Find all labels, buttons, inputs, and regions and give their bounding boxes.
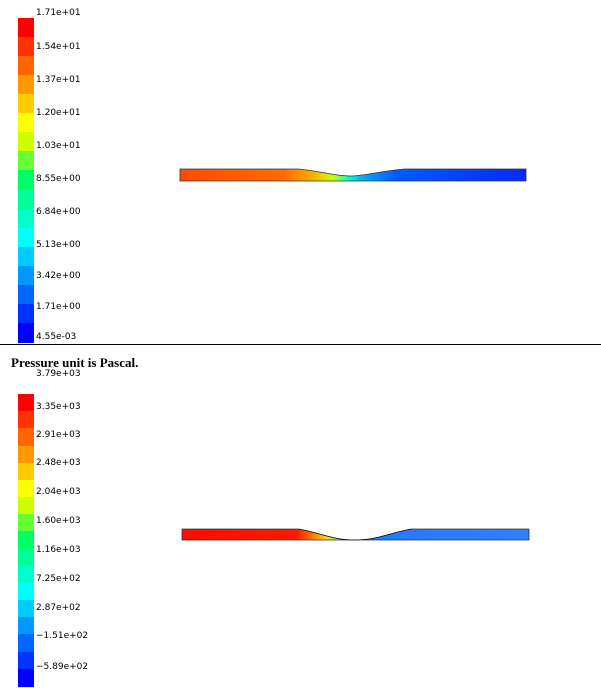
colorbar-swatch: [18, 565, 34, 584]
velocity-legend-label: 6.84e+00: [36, 207, 81, 217]
colorbar-swatch: [18, 170, 34, 191]
pressure-unit-caption: Pressure unit is Pascal.: [11, 355, 139, 370]
pressure-pipe-contour: [181, 528, 530, 541]
pressure-legend-label: 7.25e+02: [36, 574, 81, 584]
colorbar-swatch: [18, 479, 34, 498]
velocity-legend-label: 4.55e-03: [36, 332, 77, 342]
colorbar-swatch: [18, 514, 34, 533]
pressure-legend-label: 2.91e+03: [36, 430, 81, 440]
pressure-legend-label: 3.79e+03: [36, 369, 81, 379]
colorbar-swatch: [18, 94, 34, 115]
colorbar-swatch: [18, 668, 34, 687]
pressure-pipe-top-edge: [297, 528, 413, 541]
colorbar-swatch: [18, 246, 34, 267]
velocity-legend-label: 1.54e+01: [36, 42, 81, 52]
colorbar-swatch: [18, 37, 34, 58]
colorbar-swatch: [18, 411, 34, 430]
colorbar-swatch: [18, 617, 34, 636]
velocity-legend-label: 1.71e+00: [36, 302, 81, 312]
pressure-colorbar: [18, 394, 34, 687]
colorbar-swatch: [18, 56, 34, 77]
velocity-pipe-shape: [179, 168, 527, 182]
colorbar-swatch: [18, 113, 34, 134]
colorbar-swatch: [18, 548, 34, 567]
velocity-contour-panel: 1.71e+01 1.54e+01 1.37e+01 1.20e+01 1.03…: [18, 8, 527, 343]
velocity-legend-label: 5.13e+00: [36, 240, 81, 250]
pressure-legend-label: 3.35e+03: [36, 402, 81, 412]
velocity-legend-label: 8.55e+00: [36, 174, 81, 184]
colorbar-swatch: [18, 151, 34, 172]
velocity-legend-label: 3.42e+00: [36, 271, 81, 281]
colorbar-swatch: [18, 634, 34, 653]
colorbar-swatch: [18, 428, 34, 447]
colorbar-swatch: [18, 75, 34, 96]
velocity-legend-label: 1.20e+01: [36, 108, 81, 118]
velocity-colorbar: [18, 18, 34, 343]
pressure-legend-label: 2.04e+03: [36, 487, 81, 497]
colorbar-swatch: [18, 132, 34, 153]
colorbar-swatch: [18, 189, 34, 210]
colorbar-swatch: [18, 227, 34, 248]
pressure-contour-panel: 3.79e+03 3.35e+03 2.91e+03 2.48e+03 2.04…: [0, 368, 601, 688]
colorbar-swatch: [18, 531, 34, 550]
colorbar-swatch: [18, 651, 34, 670]
velocity-legend-label: 1.03e+01: [36, 141, 81, 151]
panel-divider: [0, 344, 601, 345]
velocity-legend-label: 1.37e+01: [36, 75, 81, 85]
colorbar-swatch: [18, 322, 34, 343]
colorbar-swatch: [18, 303, 34, 324]
colorbar-swatch: [18, 582, 34, 601]
pressure-legend-label: −5.89e+02: [36, 662, 89, 672]
pressure-legend-label: −1.51e+02: [36, 631, 89, 641]
pressure-legend-label: 1.60e+03: [36, 516, 81, 526]
pressure-legend-label: 1.16e+03: [36, 545, 81, 555]
colorbar-swatch: [18, 208, 34, 229]
colorbar-swatch: [18, 265, 34, 286]
velocity-pipe-contour: [179, 168, 527, 182]
colorbar-swatch: [18, 394, 34, 413]
pressure-legend-label: 2.48e+03: [36, 458, 81, 468]
pressure-legend-label: 2.87e+02: [36, 603, 81, 613]
pressure-pipe-shape: [181, 528, 530, 541]
colorbar-swatch: [18, 497, 34, 516]
colorbar-swatch: [18, 18, 34, 39]
velocity-legend-label: 1.71e+01: [36, 8, 81, 18]
colorbar-swatch: [18, 445, 34, 464]
colorbar-swatch: [18, 284, 34, 305]
colorbar-swatch: [18, 600, 34, 619]
colorbar-swatch: [18, 462, 34, 481]
